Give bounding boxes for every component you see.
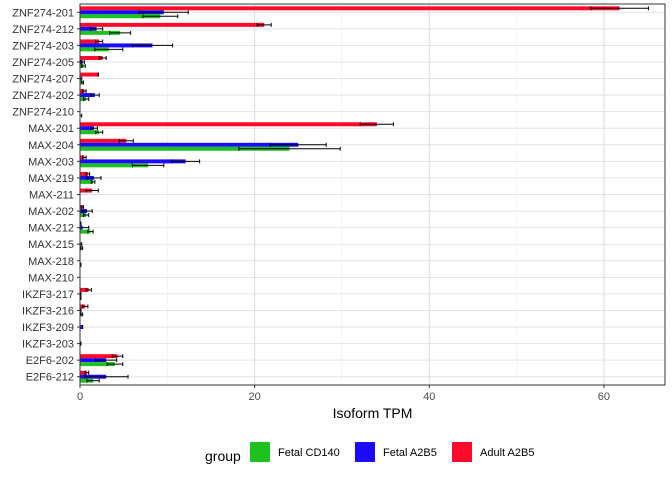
bar-fetal-a2b5 xyxy=(80,93,95,98)
y-tick-label: E2F6-212 xyxy=(26,372,74,384)
x-tick-label: 60 xyxy=(598,391,610,403)
bar-fetal-a2b5 xyxy=(80,10,164,15)
bar-adult-a2b5 xyxy=(80,22,265,27)
y-tick-label: IKZF3-203 xyxy=(22,339,74,351)
x-tick-label: 20 xyxy=(249,391,261,403)
bar-adult-a2b5 xyxy=(80,56,103,60)
bar-fetal-a2b5 xyxy=(80,142,299,147)
y-tick-label: MAX-218 xyxy=(28,256,74,268)
legend-swatch xyxy=(452,442,472,462)
legend-label: Adult A2B5 xyxy=(480,447,534,459)
bar-fetal-a2b5 xyxy=(80,126,94,131)
y-tick-label: MAX-215 xyxy=(28,239,74,251)
bar-fetal-a2b5 xyxy=(80,358,107,363)
bar-fetal-cd140 xyxy=(80,179,94,184)
y-tick-label: E2F6-202 xyxy=(26,355,74,367)
legend-title: group xyxy=(205,448,241,464)
bar-adult-a2b5 xyxy=(80,122,377,127)
y-tick-label: ZNF274-205 xyxy=(12,57,74,69)
bar-fetal-cd140 xyxy=(80,146,290,151)
y-tick-label: MAX-210 xyxy=(28,272,74,284)
error-bars xyxy=(79,6,649,383)
bar-adult-a2b5 xyxy=(80,354,118,359)
legend-label: Fetal CD140 xyxy=(278,447,340,459)
y-tick-label: MAX-204 xyxy=(28,140,74,152)
bar-fetal-cd140 xyxy=(80,163,149,168)
y-tick-label: ZNF274-212 xyxy=(12,24,74,36)
bar-fetal-cd140 xyxy=(80,14,161,19)
bar-adult-a2b5 xyxy=(80,72,99,77)
grid-lines xyxy=(79,4,665,385)
y-tick-label: ZNF274-201 xyxy=(12,7,74,19)
bar-adult-a2b5 xyxy=(80,138,127,143)
y-tick-label: MAX-211 xyxy=(29,190,74,202)
bar-fetal-a2b5 xyxy=(80,325,83,330)
x-tick-labels: 0 20 40 60 xyxy=(77,385,610,403)
bar-fetal-a2b5 xyxy=(80,43,153,48)
bar-fetal-cd140 xyxy=(80,229,91,234)
x-tick-label: 40 xyxy=(423,391,435,403)
legend-swatch xyxy=(355,442,375,462)
y-tick-label: MAX-201 xyxy=(28,123,74,135)
bar-fetal-a2b5 xyxy=(80,26,97,31)
y-tick-label: ZNF274-210 xyxy=(12,107,74,119)
bar-fetal-cd140 xyxy=(80,362,115,367)
y-tick-label: ZNF274-202 xyxy=(12,90,74,102)
legend-label: Fetal A2B5 xyxy=(383,447,437,459)
bar-adult-a2b5 xyxy=(80,370,87,375)
bar-fetal-cd140 xyxy=(80,130,100,135)
bar-fetal-a2b5 xyxy=(80,159,186,164)
bar-adult-a2b5 xyxy=(80,171,88,176)
legend: group Fetal CD140 Fetal A2B5 Adult A2B5 xyxy=(205,442,534,464)
bar-adult-a2b5 xyxy=(80,39,100,44)
y-tick-label: ZNF274-207 xyxy=(12,74,74,86)
legend-swatch xyxy=(250,442,270,462)
bar-adult-a2b5 xyxy=(80,6,620,11)
y-tick-label: IKZF3-209 xyxy=(22,322,74,334)
y-tick-label: ZNF274-203 xyxy=(12,40,74,52)
y-tick-label: IKZF3-217 xyxy=(22,289,74,301)
y-tick-label: MAX-202 xyxy=(28,206,74,218)
y-tick-labels: ZNF274-201 ZNF274-212 ZNF274-203 ZNF274-205… xyxy=(12,7,80,384)
y-tick-label: MAX-212 xyxy=(28,223,74,235)
x-tick-label: 0 xyxy=(77,391,83,403)
y-tick-label: IKZF3-216 xyxy=(22,305,74,317)
y-tick-label: MAX-203 xyxy=(28,156,74,168)
bar-fetal-cd140 xyxy=(80,30,121,35)
bar-adult-a2b5 xyxy=(80,287,89,292)
y-tick-label: MAX-219 xyxy=(28,173,74,185)
x-axis-title: Isoform TPM xyxy=(333,405,413,421)
